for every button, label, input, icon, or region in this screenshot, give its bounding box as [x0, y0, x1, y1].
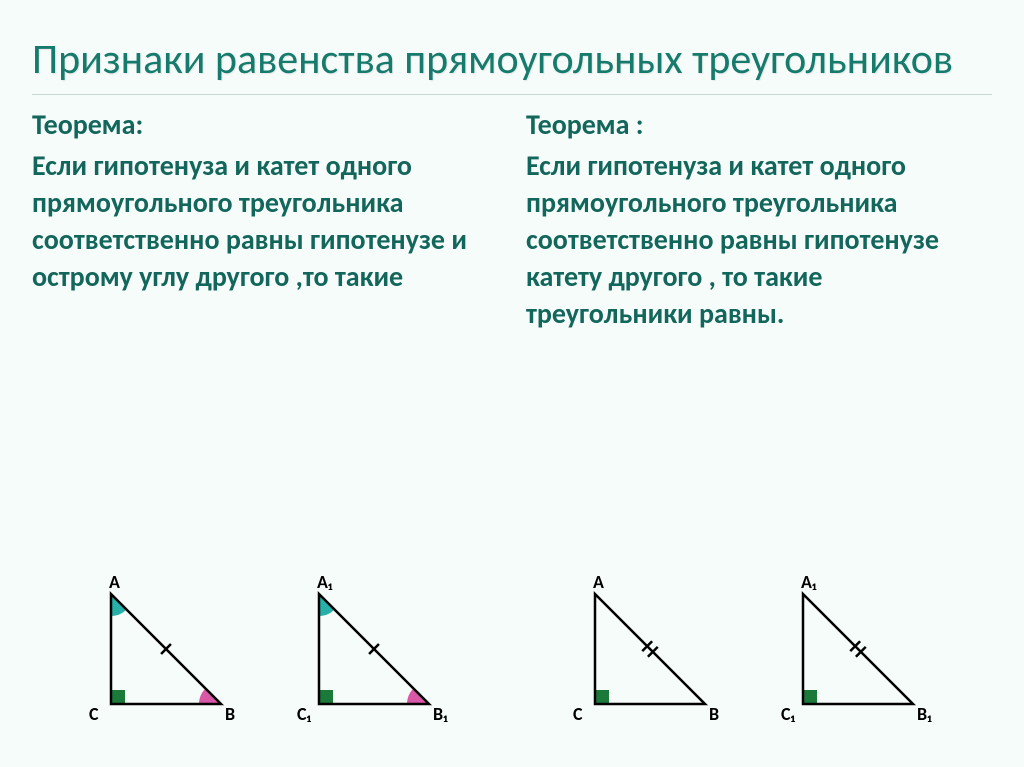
svg-text:B: B	[225, 703, 235, 725]
triangle-right-2: A₁ B₁ C₁	[773, 574, 943, 739]
svg-text:C₁: C₁	[297, 703, 312, 725]
triangle-left-2: A₁ B₁ C₁	[289, 574, 459, 739]
slide: Признаки равенства прямоугольных треугол…	[0, 0, 1024, 767]
left-column: Теорема: Если гипотенуза и катет одного …	[32, 107, 498, 333]
left-heading: Теорема:	[32, 107, 498, 142]
svg-text:C: C	[89, 703, 99, 725]
svg-text:B₁: B₁	[917, 703, 932, 725]
columns: Теорема: Если гипотенуза и катет одного …	[32, 107, 992, 333]
right-text: Если гипотенуза и катет одного прямоугол…	[526, 148, 992, 333]
svg-text:A: A	[593, 574, 604, 593]
svg-text:A₁: A₁	[801, 574, 817, 593]
triangle-left-1: A B C	[81, 574, 251, 739]
title-underline	[32, 94, 992, 95]
svg-text:A₁: A₁	[317, 574, 333, 593]
triangle-right-1: A B C	[565, 574, 735, 739]
right-column: Теорема : Если гипотенуза и катет одного…	[526, 107, 992, 333]
figure-pair-left: A B C A₁ B₁ C₁	[81, 574, 459, 739]
left-text: Если гипотенуза и катет одного прямоугол…	[32, 148, 498, 296]
svg-text:C₁: C₁	[781, 703, 796, 725]
svg-text:B₁: B₁	[433, 703, 448, 725]
right-heading: Теорема :	[526, 107, 992, 142]
svg-text:A: A	[109, 574, 120, 593]
figure-pair-right: A B C A₁ B₁ C₁	[565, 574, 943, 739]
svg-text:C: C	[573, 703, 583, 725]
svg-text:B: B	[709, 703, 719, 725]
page-title: Признаки равенства прямоугольных треугол…	[32, 36, 992, 84]
figure-row: A B C A₁ B₁ C₁ A B C A₁ B₁ C₁	[28, 574, 996, 739]
